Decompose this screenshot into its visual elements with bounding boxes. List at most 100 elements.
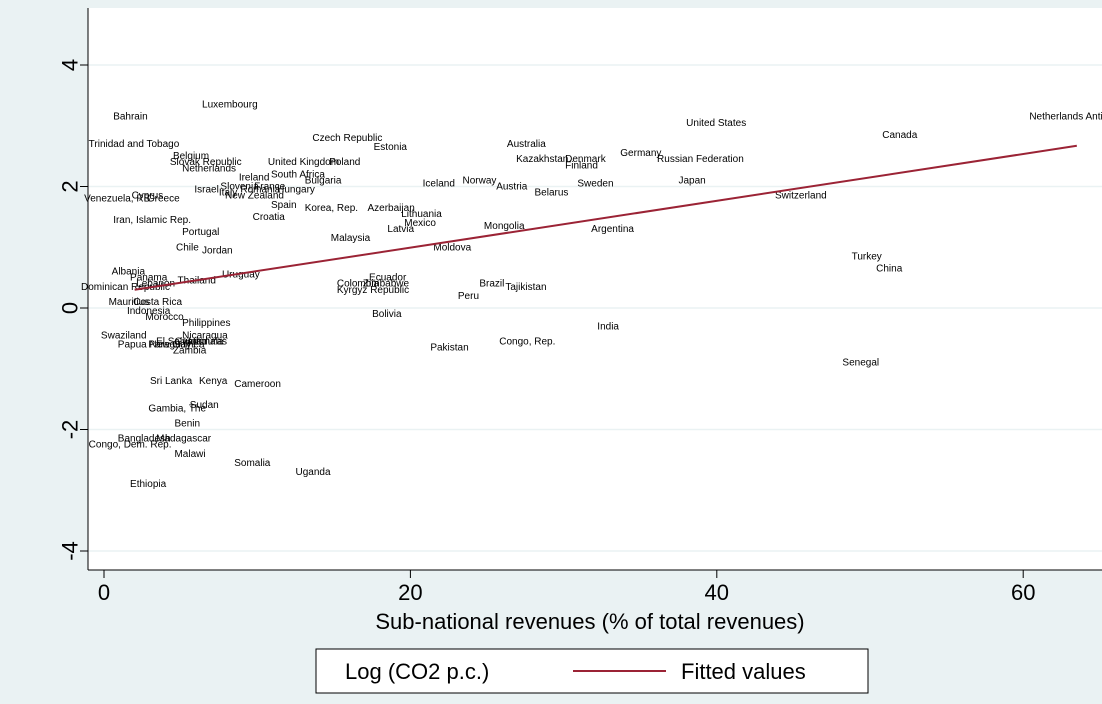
point-label: Sri Lanka <box>150 376 193 387</box>
point-label: Iceland <box>423 179 455 190</box>
point-label: United Kingdom <box>268 157 339 168</box>
point-label: Belgium <box>173 151 209 162</box>
data-labels: Luxembourg Bahrain Trinidad and TobagoBelg… <box>81 100 1102 491</box>
point-label: Nicaragua <box>182 330 228 341</box>
point-label: Malawi <box>174 449 205 460</box>
x-tick-label: 20 <box>398 580 422 605</box>
point-label: Ethiopia <box>130 479 167 490</box>
point-label: New Zealand <box>225 191 284 202</box>
y-tick-label: -2 <box>58 420 83 440</box>
point-label: Cameroon <box>234 379 281 390</box>
point-label: Netherlands Antilles <box>1029 112 1102 123</box>
point-label: Benin <box>174 418 200 429</box>
point-label: China <box>876 264 903 275</box>
point-label: Tajikistan <box>505 282 546 293</box>
point-label: Zambia <box>173 346 207 357</box>
plot-area <box>88 8 1102 570</box>
point-label: South Africa <box>271 169 325 180</box>
x-tick-label: 40 <box>705 580 729 605</box>
point-label: Ecuador <box>369 273 407 284</box>
point-label: Belarus <box>534 188 568 199</box>
point-label: Albania <box>112 267 146 278</box>
point-label: Morocco <box>145 312 184 323</box>
point-label: Spain <box>271 200 297 211</box>
point-label: Cyprus <box>132 191 164 202</box>
fitted-line <box>134 144 1077 291</box>
point-label: Bahrain <box>113 112 147 123</box>
point-label: Gambia, The <box>148 403 206 414</box>
point-label: Austria <box>496 182 528 193</box>
point-label: Jordan <box>202 245 233 256</box>
point-label: Bangladesh <box>118 434 171 445</box>
point-label: Sudan <box>190 400 219 411</box>
x-tick-label: 0 <box>98 580 110 605</box>
point-label: Kazakhstan <box>516 154 568 165</box>
legend: Log (CO2 p.c.) Fitted values <box>315 648 869 694</box>
point-label: India <box>597 321 619 332</box>
y-tick-label: 4 <box>58 59 83 71</box>
point-label: Australia <box>507 139 546 150</box>
point-label: Finland <box>565 160 598 171</box>
point-label: Italy <box>219 188 237 199</box>
point-label: Zimbabwe <box>363 279 410 290</box>
point-label: Croatia <box>253 212 286 223</box>
point-label: Philippines <box>182 318 230 329</box>
point-label: Madagascar <box>156 434 212 445</box>
point-label: Honduras <box>184 336 227 347</box>
legend-label-co2: Log (CO2 p.c.) <box>345 659 489 684</box>
point-label: Dominican Republic <box>81 282 170 293</box>
point-label: Slovenia <box>220 182 259 193</box>
point-label: Pakistan <box>430 343 468 354</box>
point-label: Iran, Islamic Rep. <box>113 215 191 226</box>
point-label: Romania <box>240 185 280 196</box>
point-label: Czech Republic <box>312 133 382 144</box>
point-label: Moldova <box>433 242 471 253</box>
point-label: Colombia <box>337 279 380 290</box>
y-tick-label: 0 <box>58 302 83 314</box>
point-label: Greece <box>147 194 180 205</box>
point-label: Canada <box>882 130 917 141</box>
point-label: Azerbaijan <box>368 203 415 214</box>
x-axis-title: Sub-national revenues (% of total revenu… <box>375 609 804 634</box>
point-label: Congo, Dem. Rep. <box>89 440 172 451</box>
y-tick-label: -4 <box>58 541 83 561</box>
point-label: Venezuela, RB <box>84 194 150 205</box>
point-label: Kenya <box>199 376 228 387</box>
point-label: Guatemala <box>174 336 223 347</box>
point-label: Kyrgyz Republic <box>337 285 409 296</box>
point-label: Latvia <box>387 224 414 235</box>
point-label: Sweden <box>577 179 613 190</box>
point-label: Argentina <box>591 224 634 235</box>
point-label: Turkey <box>852 251 882 262</box>
point-label: Estonia <box>374 142 408 153</box>
point-label: Denmark <box>565 154 607 165</box>
point-label: Malaysia <box>331 233 371 244</box>
point-label: Poland <box>329 157 360 168</box>
point-label: Portugal <box>182 227 219 238</box>
point-label: Japan <box>679 175 706 186</box>
point-label: Slovak Republic <box>170 157 242 168</box>
point-label: Mexico <box>404 218 436 229</box>
legend-label-fitted: Fitted values <box>681 659 806 684</box>
point-label: Korea, Rep. <box>305 203 358 214</box>
point-label: Bolivia <box>372 309 402 320</box>
gridlines <box>88 64 1102 552</box>
point-label: Lithuania <box>401 209 442 220</box>
y-tick-label: 2 <box>58 180 83 192</box>
point-label: Ireland <box>239 172 270 183</box>
point-label: Swaziland <box>101 330 147 341</box>
point-label: Congo, Rep. <box>499 336 555 347</box>
point-label: Uruguay <box>222 270 260 281</box>
point-label: Costa Rica <box>133 297 182 308</box>
point-label: Switzerland <box>775 191 827 202</box>
point-label: Chile <box>176 242 199 253</box>
fitted-line-group <box>134 144 1077 291</box>
point-label: Germany <box>620 148 661 159</box>
point-label: Bulgaria <box>305 175 342 186</box>
point-label: Senegal <box>842 358 879 369</box>
point-label: Paraguay <box>148 339 191 350</box>
point-label: Panama <box>130 273 168 284</box>
x-tick-label: 60 <box>1011 580 1035 605</box>
point-label: Russian Federation <box>657 154 744 165</box>
